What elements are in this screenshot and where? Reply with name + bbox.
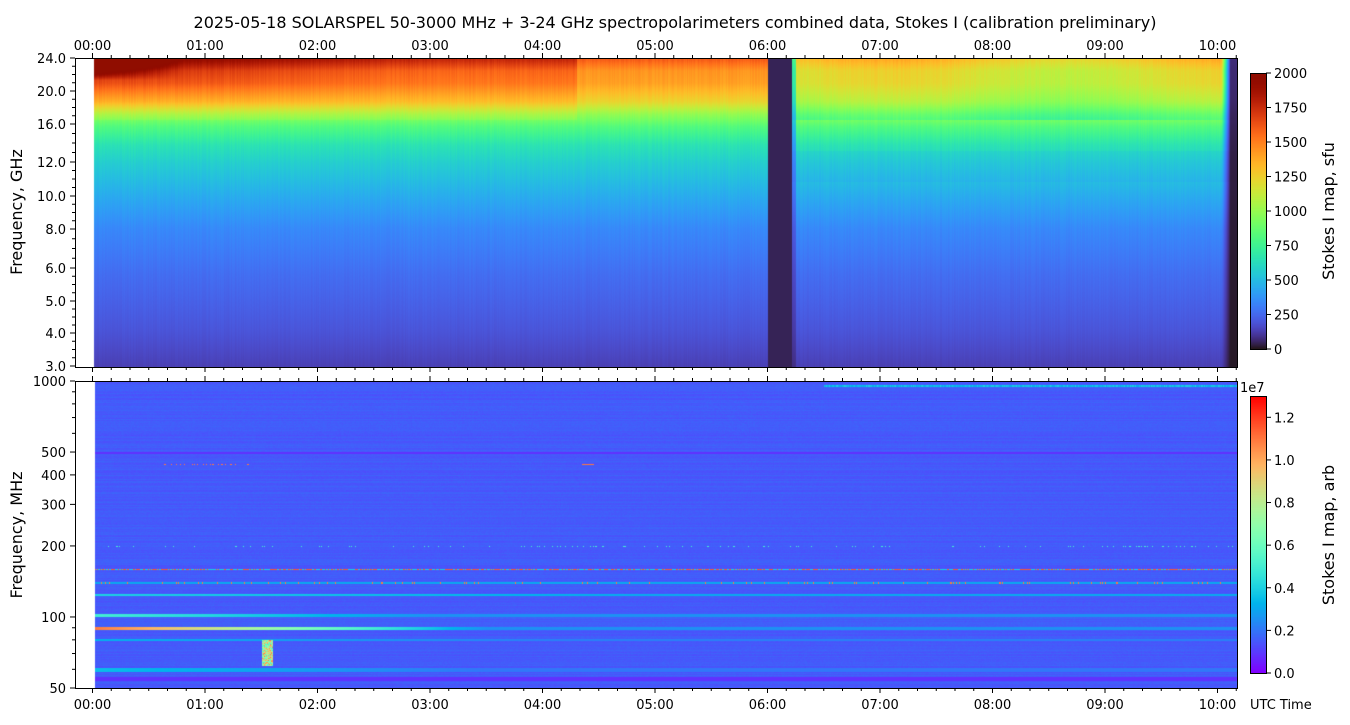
colorbar-label-sfu: Stokes I map, sfu <box>1319 142 1338 280</box>
colorbar-sfu-tick-label: 1250 <box>1274 171 1307 186</box>
bottom-heatmap-mhz <box>75 381 1237 688</box>
top-heatmap-ghz <box>75 58 1237 367</box>
x-tick-label-top: 08:00 <box>974 39 1011 54</box>
colorbar-sfu-tick-label: 0 <box>1274 343 1282 358</box>
y-axis-label-ghz: Frequency, GHz <box>7 149 26 275</box>
top-plot-frame <box>75 58 1238 368</box>
y-tick-label-mhz: 300 <box>41 498 66 513</box>
colorbar-sfu-tick-label: 250 <box>1274 309 1299 324</box>
x-tick-label-top: 04:00 <box>524 39 561 54</box>
y-tick-label-ghz: 20.0 <box>37 85 66 100</box>
colorbar-sfu <box>1250 73 1266 349</box>
y-tick-label-ghz: 6.0 <box>45 262 66 277</box>
y-tick-label-ghz: 3.0 <box>45 360 66 375</box>
y-tick-label-ghz: 5.0 <box>45 295 66 310</box>
colorbar-sfu-tick-label: 2000 <box>1274 67 1307 82</box>
colorbar-arb-tick-label: 0.4 <box>1274 582 1295 597</box>
colorbar-arb-tick-label: 0.8 <box>1274 497 1295 512</box>
x-tick-label-bottom: 04:00 <box>524 698 561 713</box>
x-tick-label-top: 03:00 <box>411 39 448 54</box>
y-tick-label-mhz: 400 <box>41 469 66 484</box>
colorbar-sfu-tick-label: 500 <box>1274 274 1299 289</box>
colorbar-arb-tick-label: 0.2 <box>1274 624 1295 639</box>
colorbar-offset-label: 1e7 <box>1240 381 1265 396</box>
x-tick-label-bottom: 01:00 <box>186 698 223 713</box>
y-tick-label-mhz: 50 <box>49 682 66 697</box>
y-tick-label-ghz: 24.0 <box>37 52 66 67</box>
y-tick-label-ghz: 8.0 <box>45 223 66 238</box>
x-tick-label-bottom: 02:00 <box>299 698 336 713</box>
x-tick-label-top: 10:00 <box>1199 39 1236 54</box>
x-axis-label: UTC Time <box>1250 698 1312 713</box>
bottom-plot-frame <box>75 381 1238 689</box>
x-tick-label-top: 01:00 <box>186 39 223 54</box>
x-tick-label-bottom: 03:00 <box>411 698 448 713</box>
x-tick-label-bottom: 00:00 <box>74 698 111 713</box>
x-tick-label-top: 06:00 <box>749 39 786 54</box>
colorbar-arb-tick-label: 1.2 <box>1274 411 1295 426</box>
x-tick-label-bottom: 08:00 <box>974 698 1011 713</box>
colorbar-sfu-tick-label: 1750 <box>1274 102 1307 117</box>
y-axis-label-mhz: Frequency, MHz <box>7 471 26 598</box>
colorbar-label-arb: Stokes I map, arb <box>1319 465 1338 605</box>
y-tick-label-mhz: 1000 <box>33 375 66 390</box>
colorbar-sfu-frame <box>1250 73 1267 350</box>
y-tick-label-ghz: 10.0 <box>37 190 66 205</box>
x-tick-label-top: 09:00 <box>1086 39 1123 54</box>
colorbar-sfu-tick-label: 1000 <box>1274 205 1307 220</box>
colorbar-sfu-tick-label: 1500 <box>1274 136 1307 151</box>
x-tick-label-top: 05:00 <box>636 39 673 54</box>
x-tick-label-bottom: 06:00 <box>749 698 786 713</box>
x-tick-label-bottom: 10:00 <box>1199 698 1236 713</box>
colorbar-arb-tick-label: 1.0 <box>1274 454 1295 469</box>
x-tick-label-bottom: 07:00 <box>861 698 898 713</box>
y-tick-label-ghz: 16.0 <box>37 118 66 133</box>
y-tick-label-mhz: 200 <box>41 540 66 555</box>
y-tick-label-ghz: 12.0 <box>37 156 66 171</box>
x-tick-label-top: 07:00 <box>861 39 898 54</box>
colorbar-sfu-tick-label: 750 <box>1274 240 1299 255</box>
x-tick-label-bottom: 05:00 <box>636 698 673 713</box>
y-tick-label-ghz: 4.0 <box>45 327 66 342</box>
x-tick-label-bottom: 09:00 <box>1086 698 1123 713</box>
colorbar-arb-tick-label: 0.0 <box>1274 667 1295 682</box>
colorbar-arb <box>1250 396 1266 673</box>
x-tick-label-top: 02:00 <box>299 39 336 54</box>
colorbar-arb-tick-label: 0.6 <box>1274 539 1295 554</box>
colorbar-arb-frame <box>1250 396 1267 674</box>
x-tick-label-top: 00:00 <box>74 39 111 54</box>
y-tick-label-mhz: 100 <box>41 611 66 626</box>
chart-title: 2025-05-18 SOLARSPEL 50-3000 MHz + 3-24 … <box>194 13 1157 32</box>
y-tick-label-mhz: 500 <box>41 446 66 461</box>
